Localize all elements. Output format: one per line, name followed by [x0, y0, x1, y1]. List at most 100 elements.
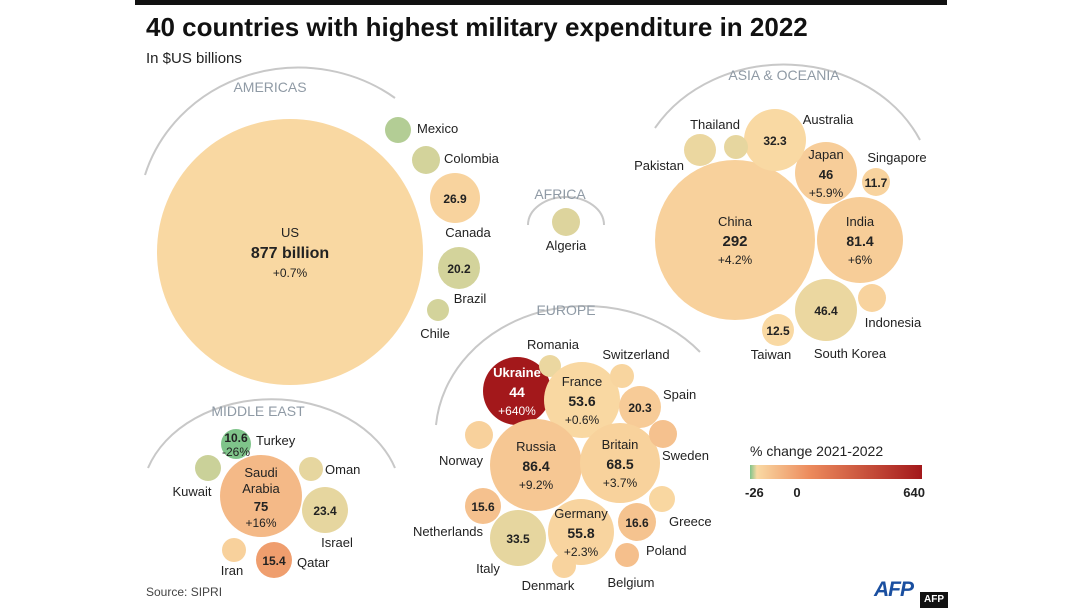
bubble-china: [655, 160, 815, 320]
bubble-value-brazil: 20.2: [447, 262, 471, 276]
bubble-pakistan: [684, 134, 716, 166]
country-label-pakistan: Pakistan: [634, 158, 684, 173]
country-label-mexico: Mexico: [417, 121, 458, 136]
bubble-value-britain: 68.5: [606, 456, 633, 472]
region-arc-asia-oceania: [654, 63, 921, 141]
country-label-oman: Oman: [325, 462, 360, 477]
bubble-value-australia: 32.3: [763, 134, 787, 148]
bubble-name-japan: Japan: [808, 147, 843, 162]
bubble-change-saudi-arabia: +16%: [245, 516, 276, 530]
region-label-africa: AFRICA: [534, 186, 586, 202]
bubble-name-france: France: [562, 374, 602, 389]
country-label-australia: Australia: [803, 112, 854, 127]
bubble-change-russia: +9.2%: [519, 478, 554, 492]
bubble-germany: [548, 499, 614, 565]
country-label-switzerland: Switzerland: [602, 347, 669, 362]
bubble-algeria: [552, 208, 580, 236]
bubble-value-italy: 33.5: [506, 532, 530, 546]
bubble-value-turkey: 10.6: [224, 431, 248, 445]
bubble-value-india: 81.4: [846, 233, 873, 249]
bubble-name-saudi-arabia-2: Arabia: [242, 481, 280, 496]
bubble-value-south-korea: 46.4: [814, 304, 838, 318]
bubble-mexico: [385, 117, 411, 143]
bubble-name-germany: Germany: [554, 506, 608, 521]
country-label-kuwait: Kuwait: [172, 484, 211, 499]
bubble-value-spain: 20.3: [628, 401, 652, 415]
bubble-britain: [580, 423, 660, 503]
country-label-algeria: Algeria: [546, 238, 587, 253]
country-label-spain: Spain: [663, 387, 696, 402]
bubble-thailand: [724, 135, 748, 159]
bubble-value-singapore: 11.7: [865, 176, 888, 190]
bubble-switzerland: [610, 364, 634, 388]
region-arc-africa: [527, 196, 605, 226]
country-label-taiwan: Taiwan: [751, 347, 791, 362]
chart-subtitle: In $US billions: [146, 50, 242, 67]
country-label-norway: Norway: [439, 453, 484, 468]
bubble-romania: [539, 355, 561, 377]
bubble-value-china: 292: [722, 233, 747, 250]
bubble-italy: [490, 510, 546, 566]
country-label-canada: Canada: [445, 225, 491, 240]
bubble-name-russia: Russia: [516, 439, 557, 454]
bubble-norway: [465, 421, 493, 449]
source-note: Source: SIPRI: [146, 585, 223, 599]
bubble-value-russia: 86.4: [522, 458, 549, 474]
country-label-brazil: Brazil: [454, 291, 487, 306]
country-label-iran: Iran: [221, 563, 243, 578]
bubble-oman: [299, 457, 323, 481]
bubble-kuwait: [195, 455, 221, 481]
bubble-netherlands: [465, 488, 501, 524]
bubble-value-taiwan: 12.5: [766, 324, 790, 338]
top-rule: [135, 0, 947, 5]
legend-color-bar: [750, 465, 922, 479]
legend-tick-0: 0: [793, 485, 800, 500]
region-label-europe: EUROPE: [536, 302, 595, 318]
bubble-change-france: +0.6%: [565, 413, 600, 427]
bubble-poland: [618, 503, 656, 541]
bubble-belgium: [615, 543, 639, 567]
bubble-value-qatar: 15.4: [262, 554, 286, 568]
bubble-change-germany: +2.3%: [564, 545, 599, 559]
bubble-denmark: [552, 554, 576, 578]
bubble-canada: [430, 173, 480, 223]
country-label-sweden: Sweden: [662, 448, 709, 463]
bubble-australia: [744, 109, 806, 171]
legend-tick-640: 640: [903, 485, 925, 500]
bubble-colombia: [412, 146, 440, 174]
bubble-taiwan: [762, 314, 794, 346]
bubble-change-ukraine: +640%: [498, 404, 536, 418]
region-label-middle-east: MIDDLE EAST: [211, 403, 305, 419]
bubble-value-saudi-arabia: 75: [254, 499, 268, 514]
country-label-denmark: Denmark: [522, 578, 575, 593]
chart-title: 40 countries with highest military expen…: [146, 12, 808, 42]
bubble-greece: [649, 486, 675, 512]
bubble-us: [157, 119, 423, 385]
bubble-india: [817, 197, 903, 283]
bubble-change-china: +4.2%: [718, 253, 753, 267]
country-label-chile: Chile: [420, 326, 450, 341]
bubble-value-israel: 23.4: [313, 504, 337, 518]
region-label-americas: AMERICAS: [233, 79, 306, 95]
bubble-change-britain: +3.7%: [603, 476, 638, 490]
bubble-sweden: [649, 420, 677, 448]
bubble-japan: [795, 142, 857, 204]
country-label-thailand: Thailand: [690, 117, 740, 132]
country-label-italy: Italy: [476, 561, 500, 576]
bubble-change-us: +0.7%: [273, 266, 308, 280]
bubble-name-britain: Britain: [602, 437, 639, 452]
legend-tick-neg26: -26: [745, 485, 764, 500]
country-label-belgium: Belgium: [608, 575, 655, 590]
bubble-name-us: US: [281, 225, 299, 240]
bubble-qatar: [256, 542, 292, 578]
country-label-poland: Poland: [646, 543, 686, 558]
bubble-value-netherlands: 15.6: [471, 500, 495, 514]
bubble-name-saudi-arabia: Saudi: [244, 465, 277, 480]
bubble-value-us: 877 billion: [251, 245, 329, 262]
country-label-romania: Romania: [527, 337, 580, 352]
country-label-israel: Israel: [321, 535, 353, 550]
country-label-south-korea: South Korea: [814, 346, 887, 361]
bubble-value-france: 53.6: [568, 393, 595, 409]
bubble-value-canada: 26.9: [443, 192, 467, 206]
region-arc-americas: [144, 66, 396, 176]
